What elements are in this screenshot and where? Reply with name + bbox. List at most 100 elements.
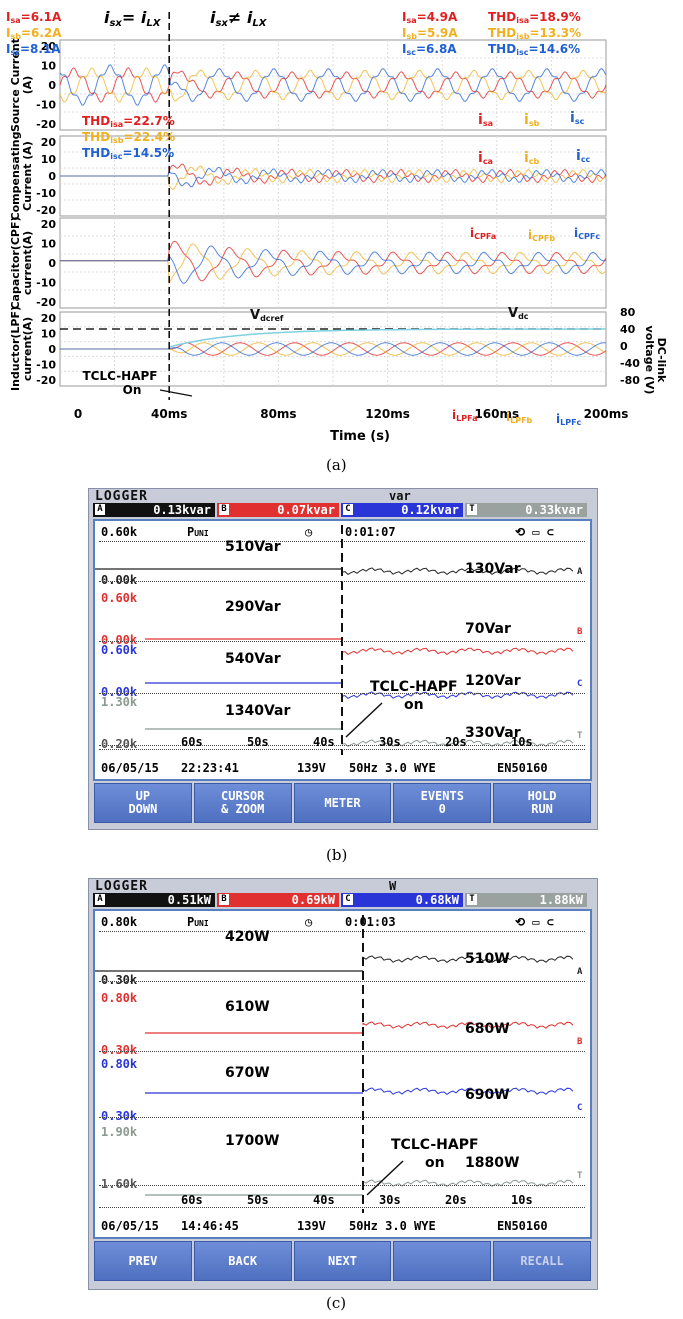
softkey-meter[interactable]: METER [293, 783, 392, 823]
waveform-sa [59, 67, 607, 103]
vdc-label: Vdc [508, 306, 529, 321]
x-tick-label: 200ms [584, 407, 629, 421]
series-label-CPFa-base: i [470, 226, 475, 240]
header-divider [99, 931, 585, 932]
row-bottom-A: 0.00k [101, 573, 138, 587]
isb-after-label: Isb=5.9A [402, 26, 458, 41]
softkey-next[interactable]: NEXT [293, 1241, 392, 1281]
before-value-B: 290Var [225, 599, 281, 615]
row-bottom-C: 0.30k [101, 1109, 138, 1123]
x-tick-label: 40ms [151, 407, 187, 421]
chip-value: 0.69kW [291, 893, 335, 907]
softkey-blank[interactable] [393, 1241, 492, 1281]
y-tick-label: -20 [36, 204, 56, 217]
y2-tick-label: -80 [620, 374, 640, 387]
series-label-CPFa: iCPFa [470, 226, 496, 241]
after-value-T: 1880W [465, 1155, 520, 1171]
y-tick-label: 20 [41, 40, 57, 53]
y2-tick-label: 80 [620, 306, 636, 319]
button-bar: PREV BACK NEXT RECALL [93, 1241, 592, 1281]
switch-label: On [123, 383, 142, 397]
phase-tag-B: B [577, 627, 583, 637]
row-divider [99, 1185, 585, 1186]
thd-isc-after-label: THDisc=14.6% [488, 42, 580, 57]
softkey-events[interactable]: EVENTS 0 [393, 783, 492, 823]
softkey-hold[interactable]: HOLD RUN [493, 783, 591, 823]
y-tick-label: 10 [41, 153, 57, 166]
status-divider [99, 749, 585, 750]
softkey-prev[interactable]: PREV [94, 1241, 192, 1281]
y-axis-label: Inductor(LPF) current(A) [9, 305, 34, 391]
y-axis-label: Capacitor(CPF) current(A) [9, 216, 34, 310]
thd-isa-after-label-val: =18.9% [529, 10, 581, 24]
softkey-recall[interactable]: RECALL [493, 1241, 591, 1281]
chip-value: 0.33kvar [525, 503, 583, 517]
thd-comp-a-sub: isa [110, 120, 124, 129]
row-bottom-T: 1.60k [101, 1177, 138, 1191]
before-value-A: 510Var [225, 539, 281, 555]
thd-comp-a-val: =22.7% [123, 114, 175, 128]
softkey-cursor[interactable]: CURSOR & ZOOM [193, 783, 292, 823]
series-label-LPFa-base: i [452, 408, 457, 422]
time-tick: 50s [247, 735, 269, 749]
phase-tag-T: T [577, 731, 583, 741]
thd-comp-b-val: =22.4% [123, 130, 176, 144]
status-date: 06/05/15 [101, 761, 159, 775]
vdcref-label-base: V [250, 308, 261, 323]
y-tick-label: 0 [48, 170, 56, 183]
before-value-B: 610W [225, 999, 270, 1015]
phase-tag-C: C [577, 1103, 583, 1113]
chip-tag: T [467, 894, 477, 905]
time-tick: 60s [181, 735, 203, 749]
series-label-sc: isc [570, 110, 584, 126]
time-tick: 30s [379, 1193, 401, 1207]
softkey-up[interactable]: UP DOWN [94, 783, 192, 823]
chip-C: C 0.68kW [341, 893, 463, 907]
status-divider [99, 1207, 585, 1208]
row-top-B: 0.60k [101, 591, 138, 605]
chip-tag: T [467, 504, 477, 515]
phase-tag-A: A [577, 967, 583, 977]
status-standard: EN50160 [497, 761, 548, 775]
switch-label-2: on [404, 697, 424, 713]
switch-arrow [345, 702, 383, 738]
logger-power-panel: LOGGER W A 0.51kW B 0.69kW C 0.68kW T 1.88kW 0.80k… [88, 878, 598, 1290]
y-tick-label: 20 [41, 218, 57, 231]
softkey-back[interactable]: BACK [193, 1241, 292, 1281]
thd-isb-after-label-val: =13.3% [529, 26, 582, 40]
series-label-LPFa: iLPFa [452, 408, 477, 423]
switch-label: TCLC-HAPF [391, 1137, 479, 1153]
before-value-C: 540Var [225, 651, 281, 667]
row-divider [99, 641, 585, 642]
y-tick-label: 20 [41, 312, 57, 325]
thd-comp-b-base: THD [82, 130, 111, 144]
y-tick-label: -10 [36, 99, 56, 112]
chip-tag: B [219, 894, 229, 905]
logger-screen: 0.60k PUNI ◷ 0:01:07 ⟲ ▭ ⊂ 0.00k A 510Var 130Var… [93, 519, 592, 781]
series-label-ca-base: i [478, 150, 483, 166]
isa-after-label: Isa=4.9A [402, 10, 457, 25]
chip-value: 0.51kW [167, 893, 211, 907]
thd-isa-after-label-base: THD [488, 10, 517, 24]
y-axis-label: Compensating Current (A) [9, 131, 34, 221]
y-tick-label: 20 [41, 136, 57, 149]
logger-unit: W [389, 879, 397, 893]
vdc-label-sub: dc [518, 312, 529, 321]
y-tick-label: 0 [48, 79, 56, 92]
isb-after-label-sub: sb [406, 32, 417, 41]
switch-arrow [159, 389, 193, 397]
caption-b: (b) [326, 846, 348, 864]
series-label-CPFc-base: i [574, 226, 579, 240]
logger-title: LOGGER [95, 489, 148, 504]
y2-tick-label: 40 [620, 323, 636, 336]
chip-value: 0.13kvar [153, 503, 211, 517]
series-label-LPFb-base: i [506, 410, 511, 424]
row-divider [99, 745, 585, 746]
status-icons: ⟲ ▭ ⊂ [515, 915, 554, 929]
header-scale: 0.60k [101, 525, 138, 539]
isa-before-label-sub: sa [10, 16, 21, 25]
eq-eq: = i [121, 8, 147, 27]
before-value-T: 1340Var [225, 703, 291, 719]
vdc-curve [169, 328, 606, 348]
chip-T: T 1.88kW [465, 893, 587, 907]
